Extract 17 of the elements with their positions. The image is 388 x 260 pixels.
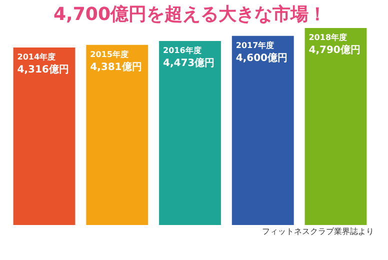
chart-title: 4,700億円を超える大きな市場！ — [54, 4, 326, 25]
x-tick-label: 2015年度 — [90, 48, 128, 59]
bar — [13, 47, 76, 225]
text: フィットネスクラブ業界誌より — [262, 227, 374, 236]
data-label: 4,790億円 — [308, 44, 360, 56]
data-label: 4,316億円 — [17, 63, 69, 76]
bar — [86, 44, 148, 225]
x-tick-label: 2016年度 — [163, 45, 202, 56]
data-label: 4,473億円 — [163, 57, 215, 70]
data-label: 4,600億円 — [236, 52, 288, 64]
data-label: 4,381億円 — [90, 60, 142, 73]
bar — [304, 28, 367, 225]
x-tick-label: 2017年度 — [236, 40, 274, 50]
bar — [159, 41, 221, 225]
x-tick-label: 2018年度 — [308, 32, 348, 42]
x-tick-label: 2014年度 — [17, 51, 56, 62]
bar — [232, 36, 294, 225]
